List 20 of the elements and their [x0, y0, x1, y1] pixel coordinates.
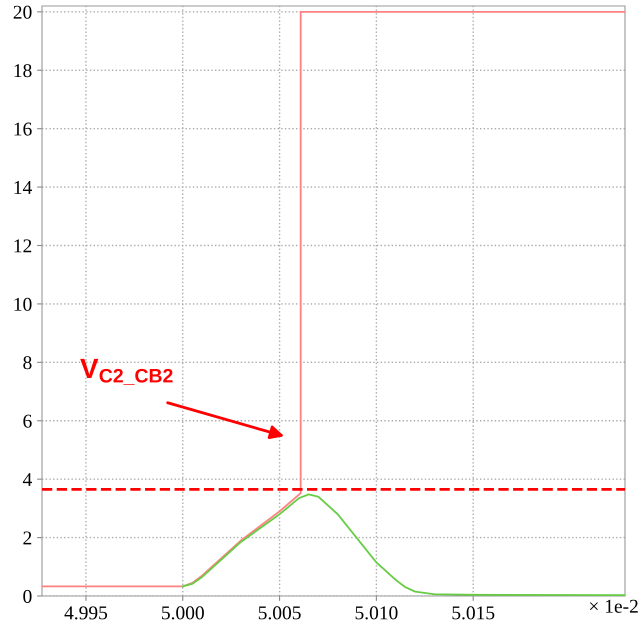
y-tick-label: 10 — [14, 298, 32, 311]
annotation: V$_{C2_CB2}$ — [80, 358, 173, 385]
y-tick-label: 14 — [14, 181, 32, 194]
x-tick-label: 5.000 — [162, 606, 204, 620]
line-series — [42, 10, 625, 588]
y-tick-label: 18 — [14, 64, 32, 78]
x-tick-label: 4.995 — [64, 606, 108, 620]
text: × 1e-2 — [590, 600, 638, 613]
y-tick-label: 16 — [14, 122, 32, 136]
y-tick-label: 20 — [14, 6, 32, 19]
y-tick-label: 12 — [14, 239, 32, 252]
y-tick-label: 0 — [23, 590, 32, 603]
y-tick-label: 2 — [23, 531, 32, 544]
y-tick-label: 8 — [23, 356, 32, 370]
line-series — [182, 493, 625, 596]
y-tick-label: 4 — [22, 473, 32, 486]
y-tick-label: 6 — [23, 414, 32, 428]
x-tick-label: 5.010 — [356, 606, 398, 620]
x-tick-label: 5.005 — [258, 606, 301, 620]
x-tick-label: 5.015 — [452, 606, 494, 620]
